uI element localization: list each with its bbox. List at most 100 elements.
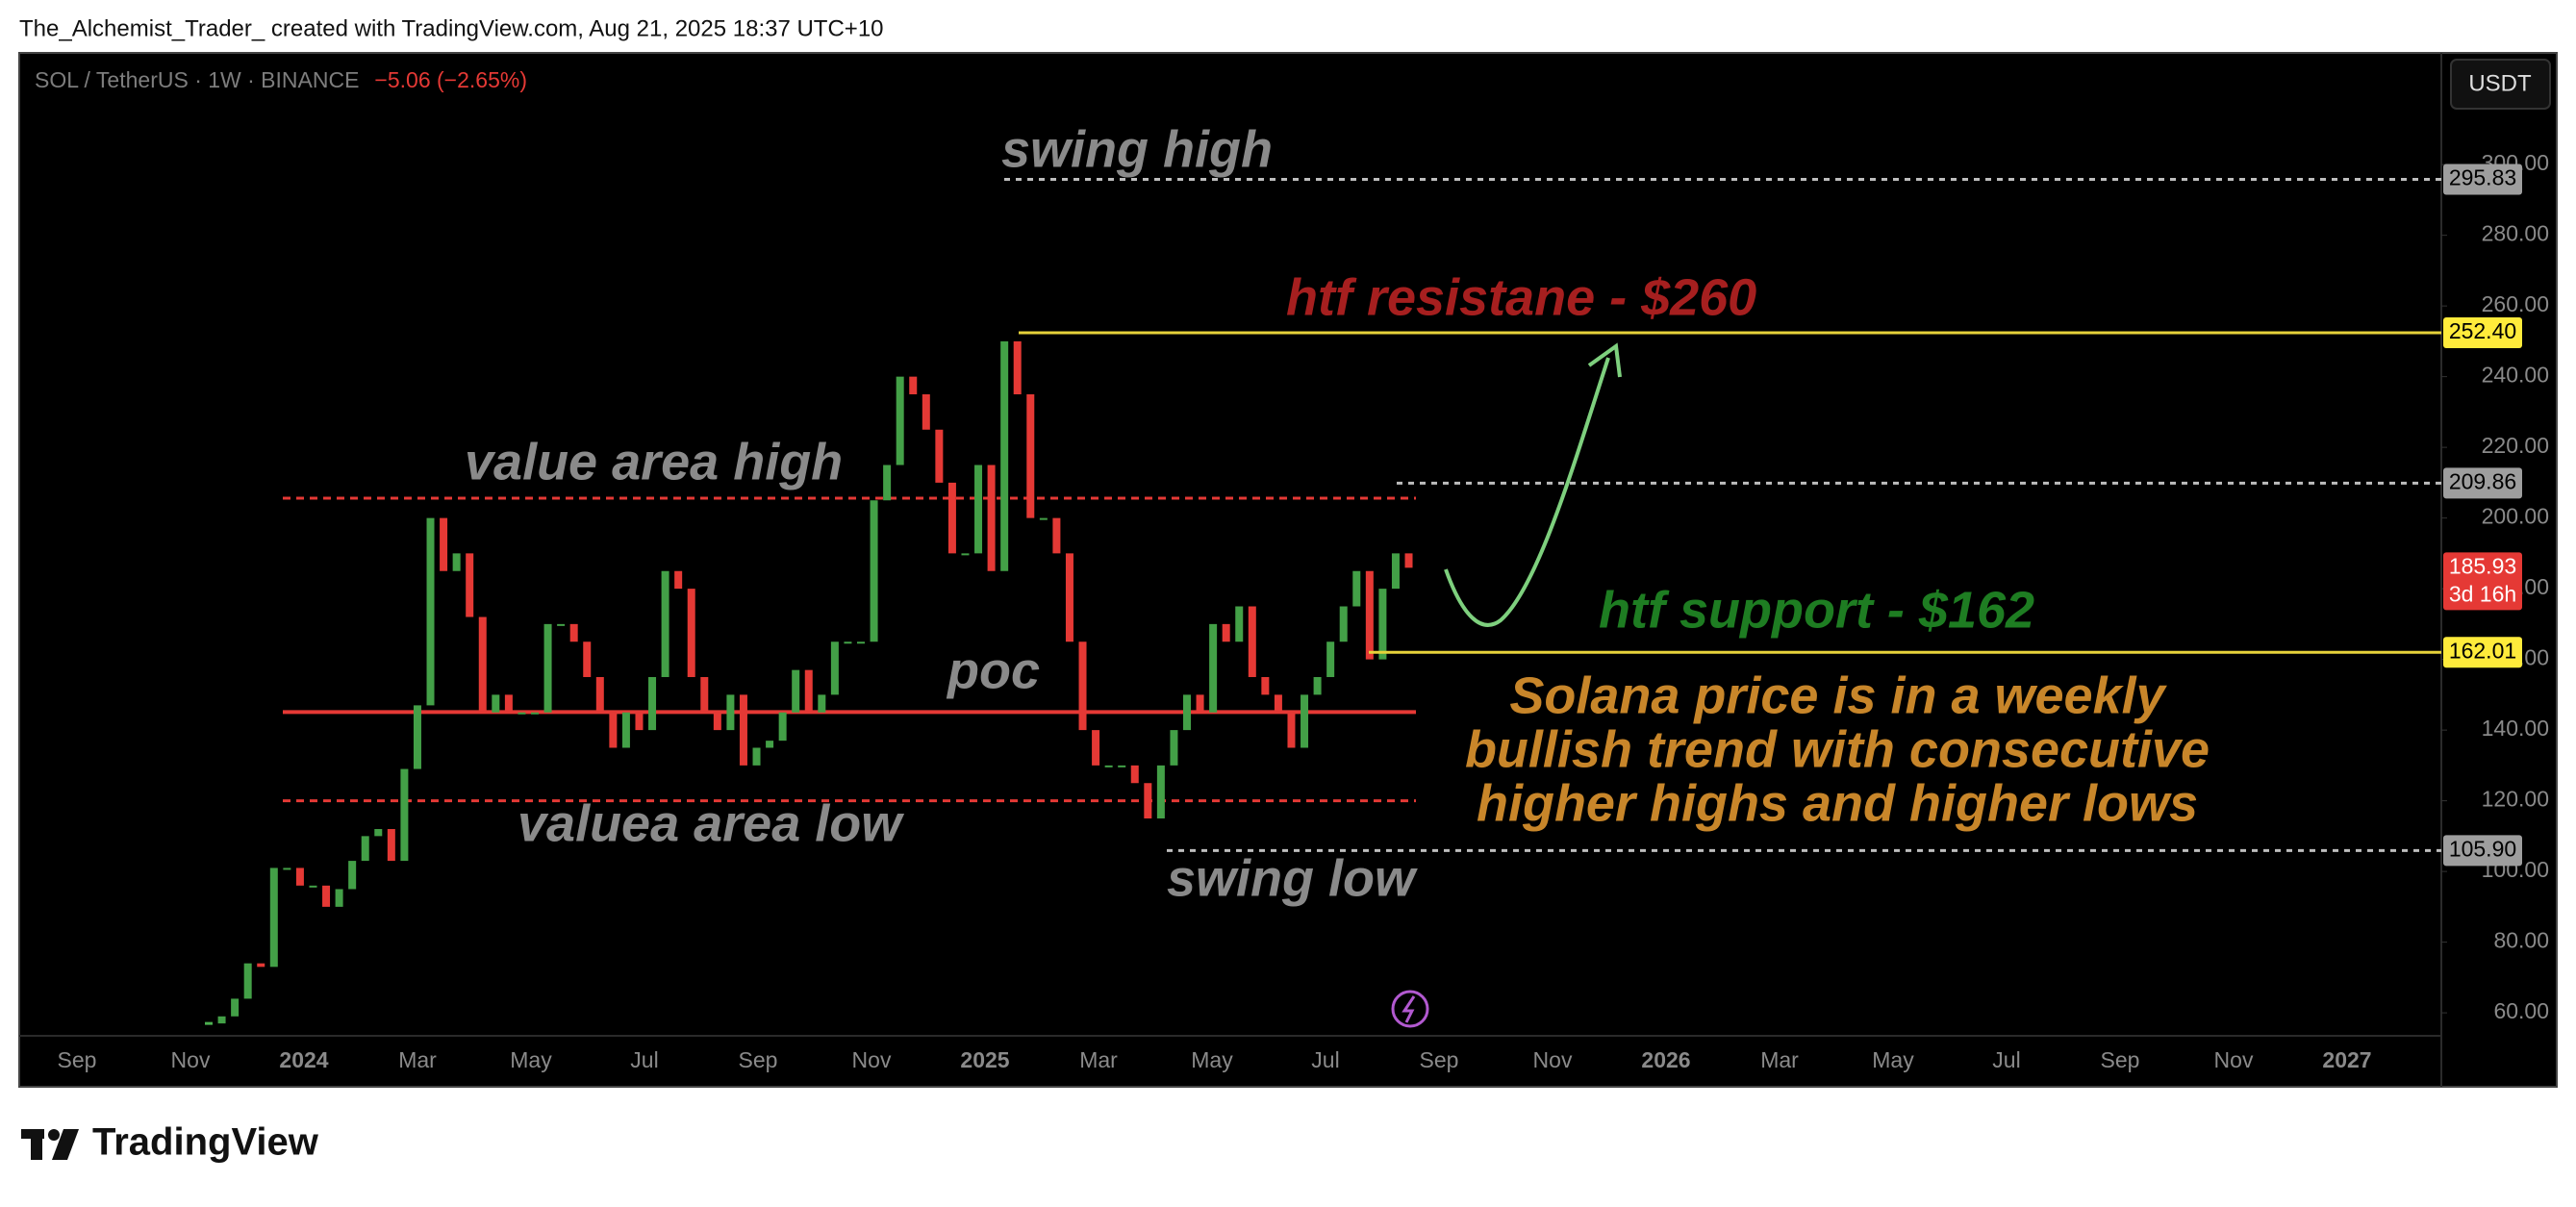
candle bbox=[778, 712, 787, 742]
candle bbox=[1391, 553, 1400, 590]
candle bbox=[987, 465, 996, 571]
footer-brand: TradingView bbox=[92, 1121, 319, 1164]
candle bbox=[348, 861, 357, 890]
x-tick-label: Nov bbox=[2214, 1047, 2254, 1072]
candle bbox=[361, 836, 369, 862]
candle bbox=[243, 963, 252, 999]
logo-mark bbox=[31, 1129, 42, 1160]
candle bbox=[883, 465, 892, 501]
candle bbox=[1065, 553, 1073, 642]
x-tick-label: May bbox=[1191, 1047, 1233, 1072]
candle bbox=[870, 500, 878, 642]
y-tick-label: 260.00 bbox=[2482, 291, 2549, 316]
candle bbox=[283, 868, 291, 870]
y-tick-label: 60.00 bbox=[2493, 998, 2549, 1023]
candle bbox=[1013, 340, 1022, 394]
annotation: swing high bbox=[1001, 120, 1273, 178]
logo-mark bbox=[52, 1129, 79, 1160]
candle bbox=[818, 694, 826, 713]
candle bbox=[492, 694, 500, 713]
candle bbox=[1144, 783, 1152, 818]
annotation: htf resistane - $260 bbox=[1286, 268, 1756, 326]
candle bbox=[322, 885, 331, 907]
candle bbox=[1301, 694, 1309, 748]
x-tick-label: 2024 bbox=[279, 1047, 328, 1072]
candle bbox=[309, 885, 317, 888]
candle bbox=[687, 589, 695, 677]
price-label-box bbox=[2443, 835, 2522, 867]
candle bbox=[1287, 712, 1296, 748]
candle bbox=[452, 553, 461, 571]
arrow bbox=[1444, 357, 1610, 627]
candle bbox=[413, 705, 421, 769]
candle bbox=[1052, 517, 1061, 554]
price-label-box bbox=[2443, 317, 2522, 349]
price-label: 162.01 bbox=[2449, 638, 2516, 663]
candle bbox=[947, 482, 956, 554]
candle bbox=[518, 712, 526, 715]
x-tick-label: Jul bbox=[630, 1047, 658, 1072]
x-tick-label: Sep bbox=[2101, 1047, 2140, 1072]
annotation: swing low bbox=[1167, 849, 1418, 907]
x-tick-label: Jul bbox=[1992, 1047, 2020, 1072]
candle bbox=[440, 517, 448, 571]
candle bbox=[1130, 765, 1139, 784]
candle bbox=[1026, 393, 1035, 518]
candle bbox=[739, 694, 747, 766]
annotation: htf support - $162 bbox=[1599, 581, 2034, 639]
alert-icon[interactable] bbox=[1391, 990, 1429, 1028]
candle bbox=[857, 641, 865, 644]
candle bbox=[217, 1016, 226, 1024]
candle bbox=[478, 616, 487, 713]
x-tick-label: Nov bbox=[1533, 1047, 1573, 1072]
note-line: Solana price is in a weekly bbox=[1509, 666, 2167, 724]
candle bbox=[961, 553, 970, 556]
x-tick-label: Sep bbox=[739, 1047, 778, 1072]
candle bbox=[922, 393, 930, 430]
arrow-head bbox=[1587, 342, 1622, 378]
candle bbox=[974, 465, 983, 554]
candle bbox=[792, 669, 800, 713]
candle bbox=[635, 712, 644, 731]
x-tick-label: Nov bbox=[852, 1047, 892, 1072]
currency[interactable]: USDT bbox=[2468, 70, 2532, 96]
y-tick-label: 240.00 bbox=[2482, 363, 2549, 388]
x-tick-label: May bbox=[510, 1047, 552, 1072]
candle bbox=[1104, 765, 1113, 767]
candle bbox=[1248, 606, 1256, 677]
candle bbox=[426, 517, 435, 706]
candle bbox=[726, 694, 735, 731]
candle bbox=[1235, 606, 1244, 642]
annotation: poc bbox=[946, 641, 1040, 699]
x-tick-label: Nov bbox=[171, 1047, 211, 1072]
candle bbox=[1196, 694, 1204, 713]
candle bbox=[1170, 730, 1178, 766]
price-label: 209.86 bbox=[2449, 468, 2516, 493]
candle bbox=[569, 623, 578, 642]
candle bbox=[295, 868, 304, 886]
x-tick-label: 2027 bbox=[2322, 1047, 2371, 1072]
candle bbox=[1183, 694, 1191, 731]
chart-frame bbox=[18, 52, 2558, 1088]
note-line: higher highs and higher lows bbox=[1477, 774, 2198, 832]
y-tick-label: 200.00 bbox=[2482, 504, 2549, 529]
candle bbox=[674, 570, 683, 590]
candle bbox=[844, 641, 852, 644]
countdown: 3d 16h bbox=[2449, 581, 2516, 606]
candle bbox=[557, 623, 566, 626]
y-tick-label: 220.00 bbox=[2482, 433, 2549, 458]
candle bbox=[713, 712, 721, 731]
candle bbox=[648, 676, 657, 731]
candle bbox=[752, 747, 761, 766]
candle bbox=[387, 829, 395, 862]
candle bbox=[531, 712, 539, 715]
y-tick-label: 80.00 bbox=[2493, 928, 2549, 953]
candle bbox=[830, 641, 839, 695]
candle bbox=[700, 676, 709, 713]
x-tick-label: Mar bbox=[1760, 1047, 1799, 1072]
annotation: valuea area low bbox=[518, 794, 904, 852]
candle bbox=[1209, 623, 1218, 713]
candle bbox=[1378, 589, 1387, 660]
alert-icon-bolt bbox=[1402, 995, 1416, 1023]
currency-button[interactable] bbox=[2450, 59, 2551, 110]
